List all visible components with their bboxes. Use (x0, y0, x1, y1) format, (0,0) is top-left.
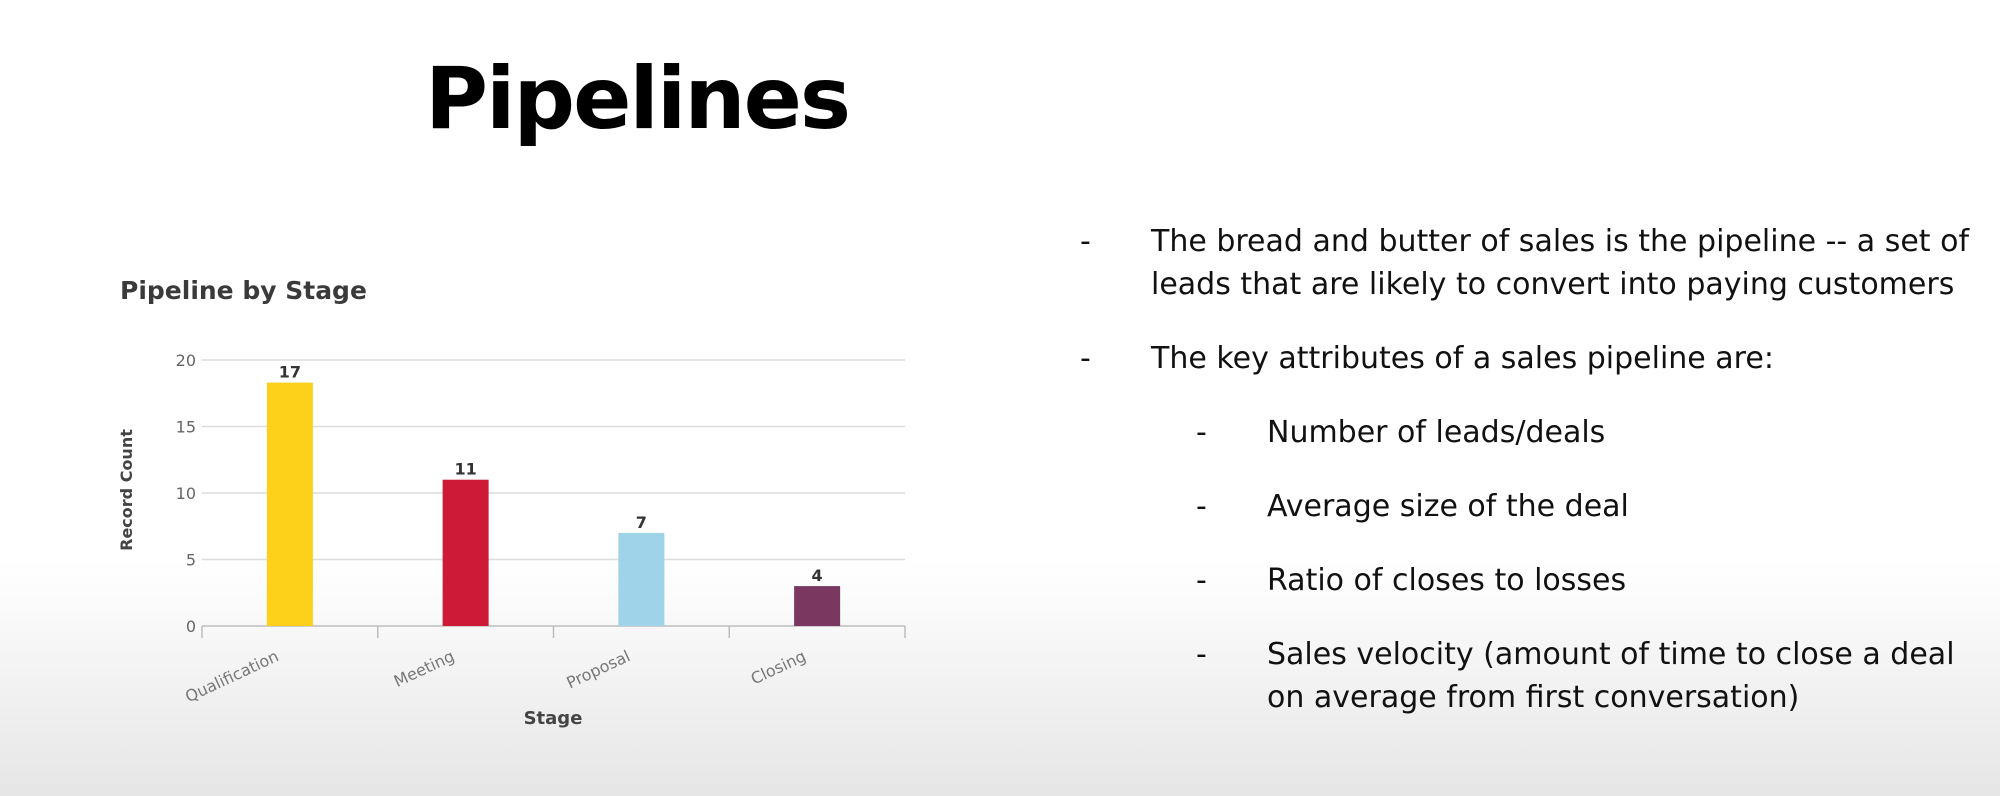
y-tick-label: 20 (176, 351, 196, 370)
y-axis-title: Record Count (117, 429, 136, 551)
bullet-text: Number of leads/deals (1267, 415, 1606, 450)
data-label: 7 (636, 513, 647, 532)
bullet-dash: - (1196, 563, 1207, 598)
x-category-label: Qualification (182, 646, 281, 706)
y-tick-label: 10 (176, 484, 196, 503)
bullet-item: - Average size of the deal (1080, 485, 1980, 528)
x-axis-title: Stage (524, 708, 583, 729)
y-tick-label: 0 (186, 617, 196, 636)
x-category-label: Meeting (391, 646, 458, 690)
bullet-text: The bread and butter of sales is the pip… (1151, 224, 1970, 302)
bullet-text: Ratio of closes to losses (1267, 563, 1627, 598)
bullet-dash: - (1080, 224, 1091, 259)
data-label: 4 (812, 566, 823, 585)
y-tick-label: 5 (186, 551, 196, 570)
pipeline-chart: Pipeline by Stage 0 5 10 15 20 17 Qualification… (110, 270, 930, 740)
bullet-dash: - (1196, 489, 1207, 524)
bullet-dash: - (1196, 415, 1207, 450)
bullet-item: - Sales velocity (amount of time to close… (1080, 633, 1980, 719)
bullet-item: - The bread and butter of sales is the pi… (1080, 220, 1980, 306)
bullet-text: Average size of the deal (1267, 489, 1629, 524)
bullet-text: Sales velocity (amount of time to close … (1267, 637, 1955, 715)
data-label: 11 (454, 460, 476, 479)
chart-title: Pipeline by Stage (120, 276, 367, 305)
bullet-list: - The bread and butter of sales is the pi… (1080, 220, 1980, 750)
bullet-item: - The key attributes of a sales pipeline … (1080, 337, 1980, 380)
data-label: 17 (279, 363, 301, 382)
bullet-item: - Ratio of closes to losses (1080, 559, 1980, 602)
y-tick-label: 15 (176, 418, 196, 437)
bullet-dash: - (1080, 341, 1091, 376)
bar (618, 532, 665, 626)
bullet-text: The key attributes of a sales pipeline a… (1151, 341, 1774, 376)
bar (794, 586, 841, 626)
bar (266, 382, 313, 626)
chart-svg: Pipeline by Stage 0 5 10 15 20 17 Qualification… (117, 276, 906, 729)
slide-title: Pipelines (425, 49, 851, 149)
bar (442, 479, 489, 626)
bullet-item: - Number of leads/deals (1080, 411, 1980, 454)
x-category-label: Closing (748, 646, 809, 688)
bullet-dash: - (1196, 637, 1207, 672)
x-category-label: Proposal (563, 646, 633, 692)
